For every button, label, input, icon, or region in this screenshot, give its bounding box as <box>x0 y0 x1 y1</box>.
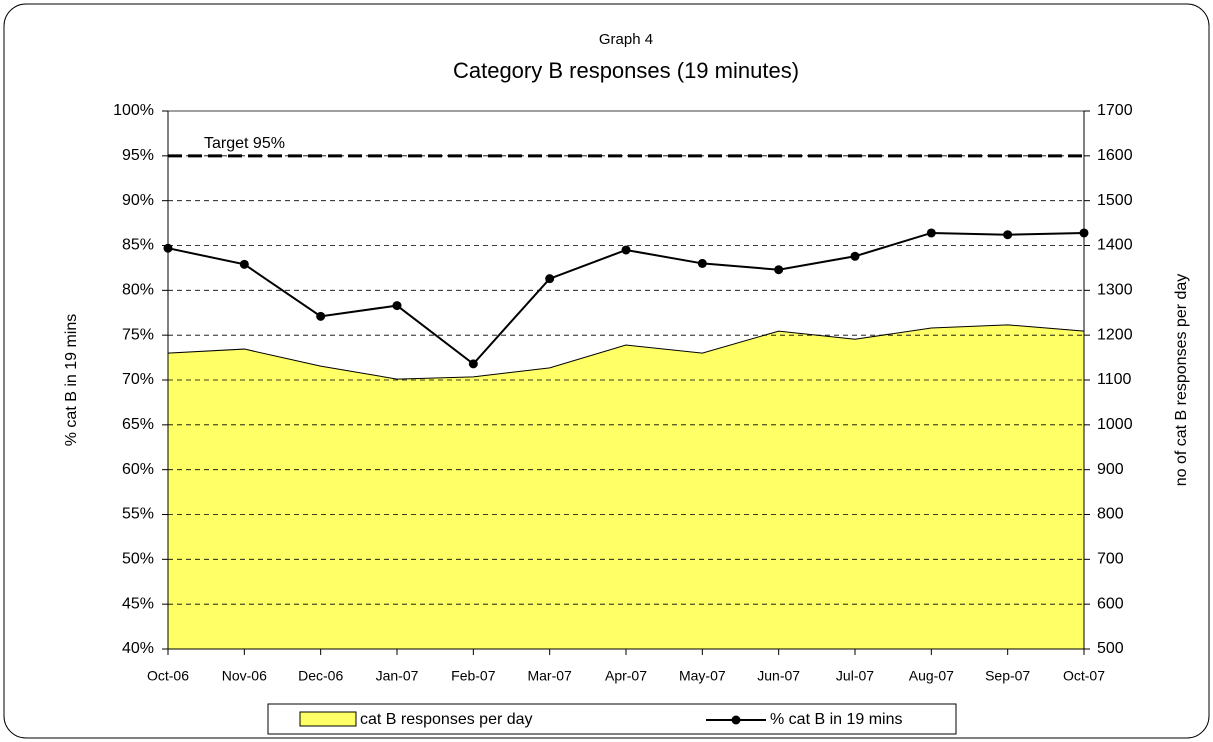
y-tick-label: 80% <box>122 282 154 299</box>
x-tick-label: Feb-07 <box>451 668 496 684</box>
point <box>163 243 173 253</box>
point <box>1079 228 1089 238</box>
x-tick-label: Aug-07 <box>909 668 954 684</box>
x-tick-label: Dec-06 <box>298 668 343 684</box>
legend-marker <box>731 715 741 725</box>
x-tick-label: Nov-06 <box>222 668 267 684</box>
y2-tick-label: 1700 <box>1097 102 1133 119</box>
x-tick-label: Apr-07 <box>605 668 647 684</box>
y-tick-label: 50% <box>122 551 154 568</box>
y2-tick-label: 1200 <box>1097 326 1133 343</box>
x-tick-label: May-07 <box>679 668 726 684</box>
y2-tick-label: 1600 <box>1097 147 1133 164</box>
point <box>926 228 936 238</box>
y-tick-label: 40% <box>122 640 154 657</box>
point <box>774 265 784 275</box>
y-tick-label: 55% <box>122 506 154 523</box>
area <box>167 324 1085 650</box>
point <box>850 251 860 261</box>
x-tick-label: Jun-07 <box>757 668 800 684</box>
point <box>316 311 326 321</box>
y2-tick-label: 800 <box>1097 506 1124 523</box>
point <box>621 245 631 255</box>
legend-box <box>267 703 957 735</box>
y2-axis-label: no of cat B responses per day <box>1173 274 1190 487</box>
y-tick-label: 95% <box>122 147 154 164</box>
y2-tick-label: 1500 <box>1097 192 1133 209</box>
point <box>392 301 402 311</box>
point <box>239 259 249 269</box>
y-tick-label: 85% <box>122 237 154 254</box>
chart-title: Category B responses (19 minutes) <box>453 58 799 83</box>
x-tick-label: Oct-07 <box>1063 668 1105 684</box>
legend-label: cat B responses per day <box>360 711 533 728</box>
legend-label: % cat B in 19 mins <box>770 711 903 728</box>
y2-tick-label: 700 <box>1097 551 1124 568</box>
x-tick-label: Mar-07 <box>527 668 572 684</box>
y-tick-label: 70% <box>122 371 154 388</box>
y2-tick-label: 1400 <box>1097 237 1133 254</box>
x-tick-label: Jan-07 <box>376 668 419 684</box>
y2-tick-label: 1100 <box>1097 371 1132 388</box>
y-tick-label: 90% <box>122 192 154 209</box>
target-label: Target 95% <box>204 135 285 152</box>
y2-tick-label: 900 <box>1097 461 1124 478</box>
x-tick-label: Oct-06 <box>147 668 189 684</box>
point <box>468 359 478 369</box>
y-tick-label: 60% <box>122 461 154 478</box>
y-tick-label: 45% <box>122 595 154 612</box>
y-axis-label: % cat B in 19 mins <box>63 314 80 447</box>
y-tick-label: 100% <box>113 102 154 119</box>
point <box>545 274 555 284</box>
point <box>1003 230 1013 240</box>
x-tick-label: Sep-07 <box>985 668 1030 684</box>
y2-tick-label: 600 <box>1097 595 1124 612</box>
x-tick-label: Jul-07 <box>836 668 874 684</box>
y-tick-label: 75% <box>122 326 154 343</box>
point <box>697 258 707 268</box>
chart-subtitle: Graph 4 <box>599 31 653 48</box>
y2-tick-label: 500 <box>1097 640 1124 657</box>
legend-swatch <box>299 711 357 727</box>
y-tick-label: 65% <box>122 416 154 433</box>
y2-tick-label: 1300 <box>1097 282 1133 299</box>
y2-tick-label: 1000 <box>1097 416 1133 433</box>
